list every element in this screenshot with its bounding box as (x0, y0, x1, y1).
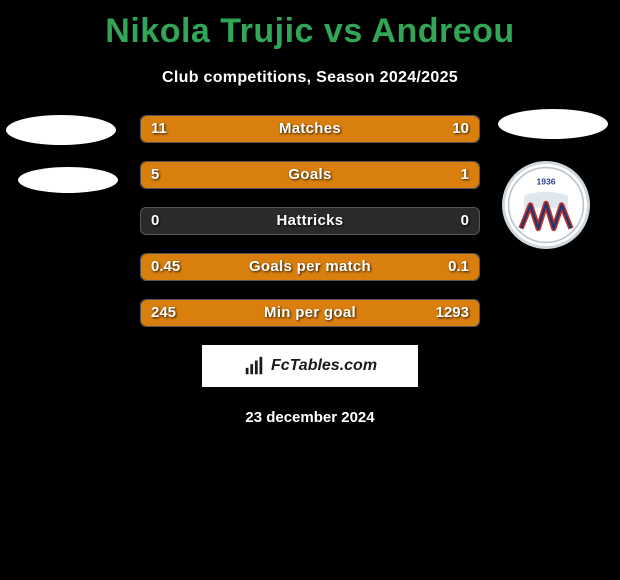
stat-value-right: 0.1 (448, 254, 469, 280)
stat-label: Min per goal (141, 300, 479, 326)
stats-area: 1936 11 Matches 10 5 Goals 1 0 Hattricks… (0, 115, 620, 426)
stat-value-right: 10 (452, 116, 469, 142)
club-year: 1936 (536, 177, 555, 187)
branding-text: FcTables.com (271, 357, 377, 375)
page-subtitle: Club competitions, Season 2024/2025 (0, 69, 620, 87)
stat-row-goals: 5 Goals 1 (140, 161, 480, 189)
stat-value-right: 1293 (436, 300, 469, 326)
stat-label: Goals per match (141, 254, 479, 280)
stat-value-right: 1 (461, 162, 469, 188)
stat-row-min-per-goal: 245 Min per goal 1293 (140, 299, 480, 327)
stat-row-goals-per-match: 0.45 Goals per match 0.1 (140, 253, 480, 281)
date-text: 23 december 2024 (0, 409, 620, 426)
page-title: Nikola Trujic vs Andreou (0, 0, 620, 51)
branding-box[interactable]: FcTables.com (202, 345, 418, 387)
bar-chart-icon (243, 355, 265, 377)
avatar-placeholder-right (498, 109, 608, 139)
club-logo-svg: 1936 (507, 166, 585, 244)
stat-bars: 11 Matches 10 5 Goals 1 0 Hattricks 0 0.… (140, 115, 480, 327)
avatar-placeholder-left-2 (18, 167, 118, 193)
stat-label: Goals (141, 162, 479, 188)
avatar-placeholder-left-1 (6, 115, 116, 145)
stat-label: Matches (141, 116, 479, 142)
stat-row-matches: 11 Matches 10 (140, 115, 480, 143)
stat-value-right: 0 (461, 208, 469, 234)
club-logo-right: 1936 (502, 161, 590, 249)
stat-label: Hattricks (141, 208, 479, 234)
stat-row-hattricks: 0 Hattricks 0 (140, 207, 480, 235)
